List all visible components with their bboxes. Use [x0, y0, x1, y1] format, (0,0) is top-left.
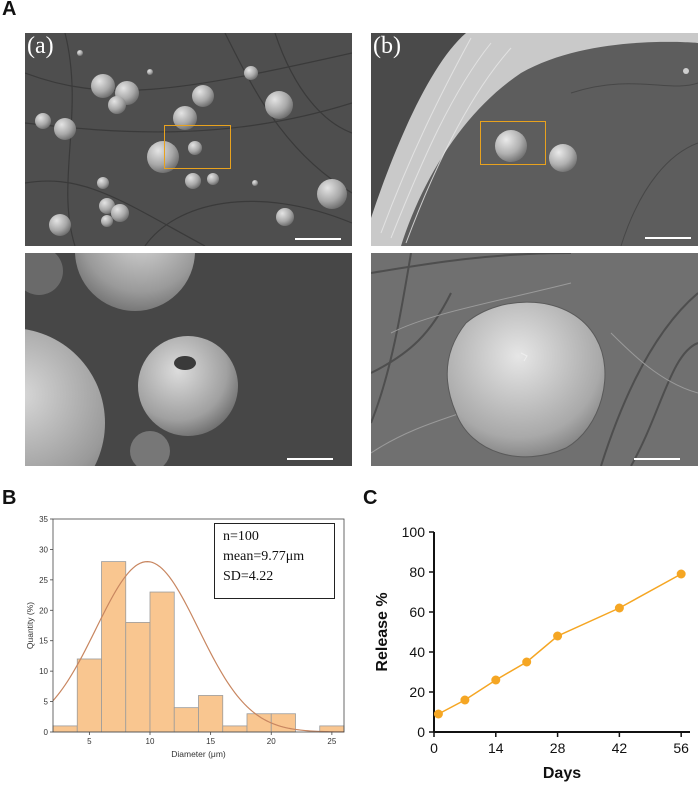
stat-mean: mean=9.77μm: [223, 549, 305, 564]
sem-label-b: (b): [373, 33, 401, 59]
sem-b-zoom-art: [371, 253, 698, 466]
sem-image-a-overview: [25, 33, 352, 246]
x-tick-label: 28: [550, 740, 566, 756]
y-tick-label: 80: [409, 564, 425, 580]
y-tick-label: 25: [39, 576, 48, 585]
histogram-bar: [198, 695, 224, 733]
y-tick-label: 0: [417, 724, 425, 740]
y-tick-label: 15: [39, 637, 48, 646]
panel-c-label: C: [363, 487, 378, 509]
stat-sd: SD=4.22: [223, 569, 274, 584]
x-tick-label: 56: [673, 740, 689, 756]
x-tick-label: 25: [327, 737, 336, 746]
sem-image-b-overview: [371, 33, 698, 246]
scale-bar-b-bottom: [634, 458, 680, 460]
stat-n: n=100: [223, 529, 259, 544]
release-point: [491, 675, 501, 685]
x-tick-label: 5: [87, 737, 92, 746]
x-tick-label: 15: [206, 737, 215, 746]
x-tick-label: 42: [612, 740, 628, 756]
sem-a-overview-art: [25, 33, 352, 246]
y-tick-label: 100: [402, 524, 426, 540]
y-axis-label: Release %: [374, 592, 391, 671]
y-tick-label: 5: [44, 698, 49, 707]
x-tick-label: 20: [267, 737, 276, 746]
histogram-bar: [149, 591, 175, 733]
x-tick-label: 10: [146, 737, 155, 746]
release-series-line: [438, 573, 682, 715]
histogram-frame: [52, 518, 345, 733]
histogram-stats-box: n=100 mean=9.77μm SD=4.22: [214, 523, 335, 599]
y-tick-label: 20: [409, 684, 425, 700]
release-point: [522, 657, 532, 667]
y-tick-label: 35: [39, 515, 48, 524]
x-tick-label: 0: [430, 740, 438, 756]
sem-image-a-zoom: [25, 253, 352, 466]
normal-fit-curve: [52, 560, 345, 733]
sem-label-a: (a): [27, 33, 54, 59]
release-line-chart: 0 20 40 60 80 100 0 14 28 42 56 Days Release %: [374, 524, 690, 782]
x-axis-label: Diameter (μm): [171, 749, 226, 759]
y-tick-label: 40: [409, 644, 425, 660]
sem-b-overview-art: [371, 33, 698, 246]
y-tick-label: 60: [409, 604, 425, 620]
panel-a-label: A: [2, 0, 17, 20]
histogram-bar: [76, 658, 102, 733]
sem-a-zoom-art: [25, 253, 352, 466]
zoom-box-b: [480, 121, 546, 165]
x-tick-label: 14: [488, 740, 504, 756]
y-tick-label: 10: [39, 667, 48, 676]
scale-bar-a-bottom: [287, 458, 333, 460]
y-tick-label: 20: [39, 606, 48, 615]
sem-image-b-zoom: [371, 253, 698, 466]
x-axis-label: Days: [543, 765, 581, 782]
histogram-bar: [173, 707, 199, 733]
histogram-chart: 0 5 10 15 20 25 30 35 5 10 15 20 25 Diameter (μm) Quan…: [25, 515, 345, 759]
release-point: [676, 569, 686, 579]
release-point: [614, 603, 624, 613]
release-point: [553, 631, 563, 641]
histogram-bar: [125, 622, 151, 733]
scale-bar-a-top: [295, 238, 341, 240]
release-point: [460, 695, 470, 705]
y-tick-label: 30: [39, 545, 48, 554]
panel-b-label: B: [2, 487, 17, 509]
histogram-bar: [52, 725, 78, 733]
zoom-box-a: [164, 125, 231, 169]
histogram-bar: [222, 725, 248, 733]
scale-bar-b-top: [645, 237, 691, 239]
y-tick-label: 0: [44, 728, 49, 737]
y-axis-label: Quantity (%): [25, 602, 35, 649]
histogram-bar: [101, 561, 127, 733]
release-point: [433, 709, 443, 719]
